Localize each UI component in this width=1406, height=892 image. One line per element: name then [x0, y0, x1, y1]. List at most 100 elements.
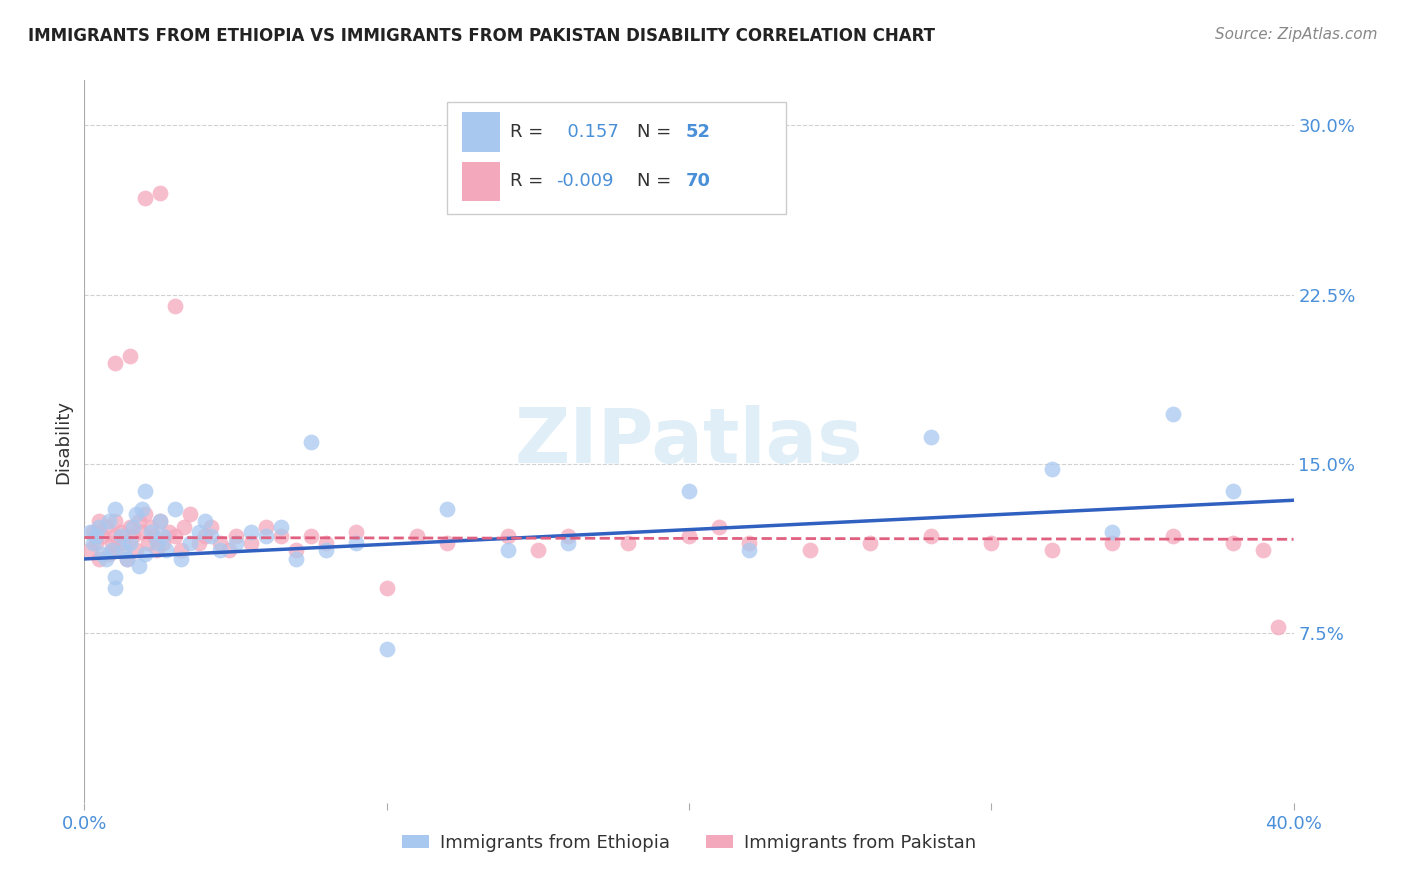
Point — [155, 542, 177, 557]
Point — [104, 355, 127, 369]
Point — [91, 548, 114, 562]
Point — [139, 524, 162, 539]
Point — [1040, 542, 1063, 557]
Point — [115, 552, 138, 566]
Point — [496, 529, 519, 543]
Point — [94, 520, 117, 534]
Text: 52: 52 — [685, 123, 710, 141]
Point — [285, 552, 308, 566]
Point — [112, 536, 135, 550]
Point — [1040, 461, 1063, 475]
Point — [1222, 484, 1244, 499]
Point — [209, 542, 232, 557]
Point — [142, 529, 165, 543]
Point — [557, 529, 579, 543]
Text: Source: ZipAtlas.com: Source: ZipAtlas.com — [1215, 27, 1378, 42]
Y-axis label: Disability: Disability — [55, 400, 73, 483]
Point — [188, 524, 211, 539]
Point — [209, 536, 232, 550]
Point — [239, 536, 262, 550]
Text: R =: R = — [510, 123, 548, 141]
Point — [157, 524, 180, 539]
Point — [104, 514, 127, 528]
Point — [134, 507, 156, 521]
Text: 70: 70 — [685, 172, 710, 190]
Point — [315, 536, 337, 550]
FancyBboxPatch shape — [447, 102, 786, 214]
Point — [165, 299, 187, 313]
Point — [104, 542, 127, 557]
Point — [980, 536, 1002, 550]
Text: IMMIGRANTS FROM ETHIOPIA VS IMMIGRANTS FROM PAKISTAN DISABILITY CORRELATION CHAR: IMMIGRANTS FROM ETHIOPIA VS IMMIGRANTS F… — [28, 27, 935, 45]
Point — [436, 536, 458, 550]
Point — [200, 529, 222, 543]
Point — [118, 520, 141, 534]
Point — [112, 542, 135, 557]
FancyBboxPatch shape — [461, 161, 501, 202]
FancyBboxPatch shape — [461, 112, 501, 153]
Text: N =: N = — [637, 123, 676, 141]
Legend: Immigrants from Ethiopia, Immigrants from Pakistan: Immigrants from Ethiopia, Immigrants fro… — [395, 826, 983, 859]
Point — [436, 502, 458, 516]
Point — [173, 520, 195, 534]
Point — [82, 536, 104, 550]
Point — [920, 430, 942, 444]
Point — [346, 536, 368, 550]
Point — [121, 520, 143, 534]
Point — [146, 542, 169, 557]
Point — [299, 529, 322, 543]
Point — [100, 536, 122, 550]
Point — [859, 536, 882, 550]
Point — [496, 542, 519, 557]
Point — [104, 582, 127, 596]
Point — [118, 349, 141, 363]
Text: -0.009: -0.009 — [555, 172, 613, 190]
Point — [149, 514, 172, 528]
Point — [152, 529, 174, 543]
Point — [1267, 620, 1289, 634]
Point — [131, 524, 153, 539]
Point — [406, 529, 429, 543]
Point — [285, 542, 308, 557]
Point — [118, 536, 141, 550]
Point — [1161, 529, 1184, 543]
Point — [86, 529, 108, 543]
Point — [110, 529, 132, 543]
Point — [179, 536, 201, 550]
Point — [86, 536, 108, 550]
Point — [527, 542, 550, 557]
Point — [97, 548, 120, 562]
Point — [82, 524, 104, 539]
Point — [89, 514, 111, 528]
Text: N =: N = — [637, 172, 676, 190]
Point — [709, 520, 731, 534]
Point — [254, 520, 277, 534]
Point — [617, 536, 640, 550]
Point — [1101, 524, 1123, 539]
Point — [678, 529, 700, 543]
Point — [1222, 536, 1244, 550]
Point — [100, 542, 122, 557]
Point — [149, 186, 172, 201]
Point — [799, 542, 821, 557]
Point — [678, 484, 700, 499]
Point — [121, 529, 143, 543]
Point — [225, 536, 247, 550]
Point — [89, 552, 111, 566]
Point — [131, 502, 153, 516]
Point — [152, 536, 174, 550]
Point — [97, 514, 120, 528]
Point — [136, 536, 159, 550]
Point — [1253, 542, 1275, 557]
Point — [254, 529, 277, 543]
Point — [104, 529, 127, 543]
Point — [920, 529, 942, 543]
Point — [194, 514, 217, 528]
Point — [79, 524, 101, 539]
Point — [125, 507, 148, 521]
Point — [225, 529, 247, 543]
Point — [128, 514, 150, 528]
Point — [91, 529, 114, 543]
Point — [738, 536, 761, 550]
Point — [125, 542, 148, 557]
